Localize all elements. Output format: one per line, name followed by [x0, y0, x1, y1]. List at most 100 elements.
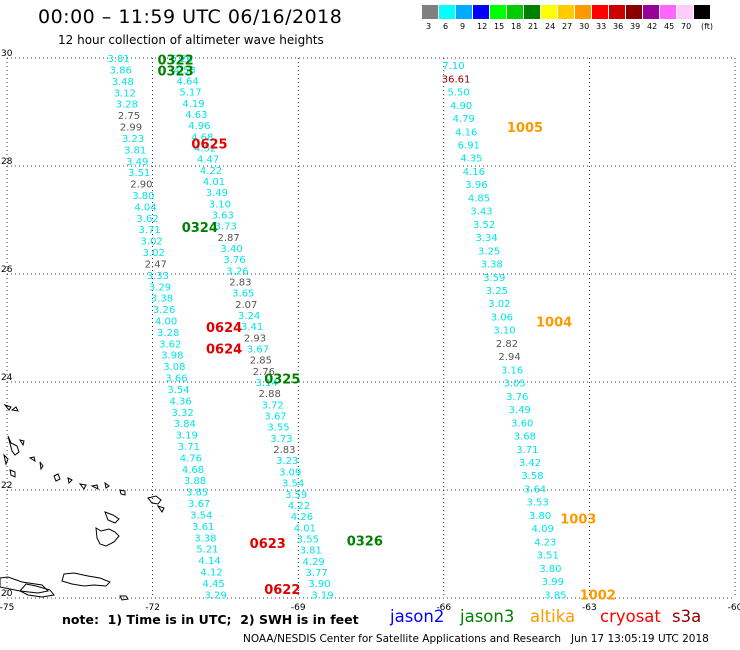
track-pass-label: 0623: [250, 537, 286, 552]
swh-value: 2.76: [253, 367, 275, 378]
swh-value: 3.48: [112, 77, 134, 88]
swh-value: 3.23: [122, 134, 144, 145]
swh-value: 3.43: [470, 207, 492, 218]
swh-value: 3.53: [526, 498, 548, 509]
swh-value: 4.63: [185, 110, 207, 121]
swh-value: 3.59: [285, 490, 307, 501]
x-tick-label: -69: [291, 603, 306, 613]
swh-value: 3.61: [192, 522, 214, 533]
track-pass-label: 0622: [264, 583, 300, 598]
swh-value: 3.64: [524, 484, 546, 495]
swh-value: 3.28: [157, 328, 179, 339]
altimeter-tracks: 3.813.863.483.123.282.752.993.233.813.49…: [107, 54, 566, 601]
legend-swatch: [643, 5, 660, 19]
track-pass-label: 1002: [580, 588, 616, 603]
swh-value: 3.84: [174, 419, 196, 430]
swh-value: 2.94: [498, 352, 520, 363]
swh-value: 3.02: [141, 237, 163, 248]
satellite-jason2: jason2: [390, 607, 445, 626]
swh-value: 3.81: [107, 54, 129, 65]
swh-value: 3.76: [223, 255, 245, 266]
swh-value: 3.12: [114, 88, 136, 99]
legend-label: 18: [511, 22, 522, 31]
track-pass-label: 0324: [182, 221, 218, 236]
footnote: note: 1) Time is in UTC; 2) SWH is in fe…: [62, 612, 359, 627]
map-subtitle: 12 hour collection of altimeter wave hei…: [58, 33, 324, 47]
swh-value: 3.19: [311, 590, 333, 601]
swh-value: 3.49: [206, 188, 228, 199]
swh-value: 3.26: [153, 305, 175, 316]
legend-swatch: [694, 5, 711, 19]
swh-value: 4.23: [534, 537, 556, 548]
swh-value: 3.68: [514, 432, 536, 443]
swh-value: 4.47: [197, 155, 219, 166]
swh-value: 3.80: [539, 564, 561, 575]
swh-value: 2.82: [496, 339, 518, 350]
track-pass-label: 0624: [206, 343, 242, 358]
legend-swatch: [473, 5, 490, 19]
satellite-jason3: jason3: [460, 607, 515, 626]
swh-value: 3.08: [163, 362, 185, 373]
swh-value: 3.41: [241, 322, 263, 333]
legend-swatch: [626, 5, 643, 19]
swh-value: 3.86: [110, 65, 132, 76]
swh-value: 2.83: [273, 445, 295, 456]
swh-value: 2.85: [250, 356, 272, 367]
credit-line: NOAA/NESDIS Center for Satellite Applica…: [243, 633, 709, 645]
track-pass-label: 1003: [560, 513, 596, 528]
satellite-s3a: s3a: [672, 607, 702, 626]
swh-value: 3.67: [264, 412, 286, 423]
legend-swatch: [677, 5, 694, 19]
legend-label: 24: [545, 22, 556, 31]
y-tick-label: 22: [1, 481, 12, 491]
legend-swatch: [541, 5, 558, 19]
swh-value: 2.88: [259, 389, 281, 400]
legend-swatch: [439, 5, 456, 19]
swh-value: 3.29: [149, 282, 171, 293]
swh-value: 4.52: [194, 143, 216, 154]
swh-value: 3.65: [232, 289, 254, 300]
swh-value: 2.07: [235, 300, 257, 311]
swh-value: 3.77: [305, 568, 327, 579]
swh-value: 4.12: [200, 567, 222, 578]
swh-value: 4.45: [202, 579, 224, 590]
swh-value: 3.38: [194, 533, 216, 544]
swh-value: 2.47: [145, 259, 167, 270]
page-title: 00:00 – 11:59 UTC 06/16/2018: [38, 6, 343, 28]
swh-value: 3.42: [519, 458, 541, 469]
swh-value: 3.72: [261, 400, 283, 411]
swh-value: 3.54: [282, 479, 304, 490]
swh-value: 3.49: [509, 405, 531, 416]
legend-label: 45: [664, 22, 675, 31]
y-tick-label: 26: [1, 265, 13, 275]
y-tick-label: 20: [1, 589, 13, 599]
swh-value: 3.62: [136, 214, 158, 225]
swh-value: 4.22: [288, 501, 310, 512]
swh-value: 3.67: [247, 345, 269, 356]
swh-value: 4.85: [468, 193, 490, 204]
x-tick-label: -66: [436, 603, 451, 613]
swh-value: 2.93: [244, 333, 266, 344]
swh-value: 4.29: [303, 557, 325, 568]
swh-value: 3.62: [159, 339, 181, 350]
track-pass-label: 0624: [206, 321, 242, 336]
swh-value: 4.16: [455, 127, 477, 138]
legend-label: 30: [579, 22, 590, 31]
swh-value: 5.50: [447, 88, 469, 99]
swh-value: 3.34: [475, 233, 497, 244]
swh-value: 3.24: [238, 311, 260, 322]
swh-value: 3.96: [465, 180, 487, 191]
legend-label: 9: [460, 22, 466, 31]
legend-swatch: [490, 5, 507, 19]
legend-label: 42: [647, 22, 658, 31]
legend-label: 15: [494, 22, 505, 31]
legend-swatch: [507, 5, 524, 19]
swh-value: 5.17: [179, 88, 201, 99]
legend-swatch: [575, 5, 592, 19]
swh-value: 3.51: [537, 551, 559, 562]
track-pass-label: 0625: [191, 137, 227, 152]
swh-value: 3.67: [188, 499, 210, 510]
swh-value: 3.33: [147, 271, 169, 282]
swh-value: 4.01: [203, 177, 225, 188]
